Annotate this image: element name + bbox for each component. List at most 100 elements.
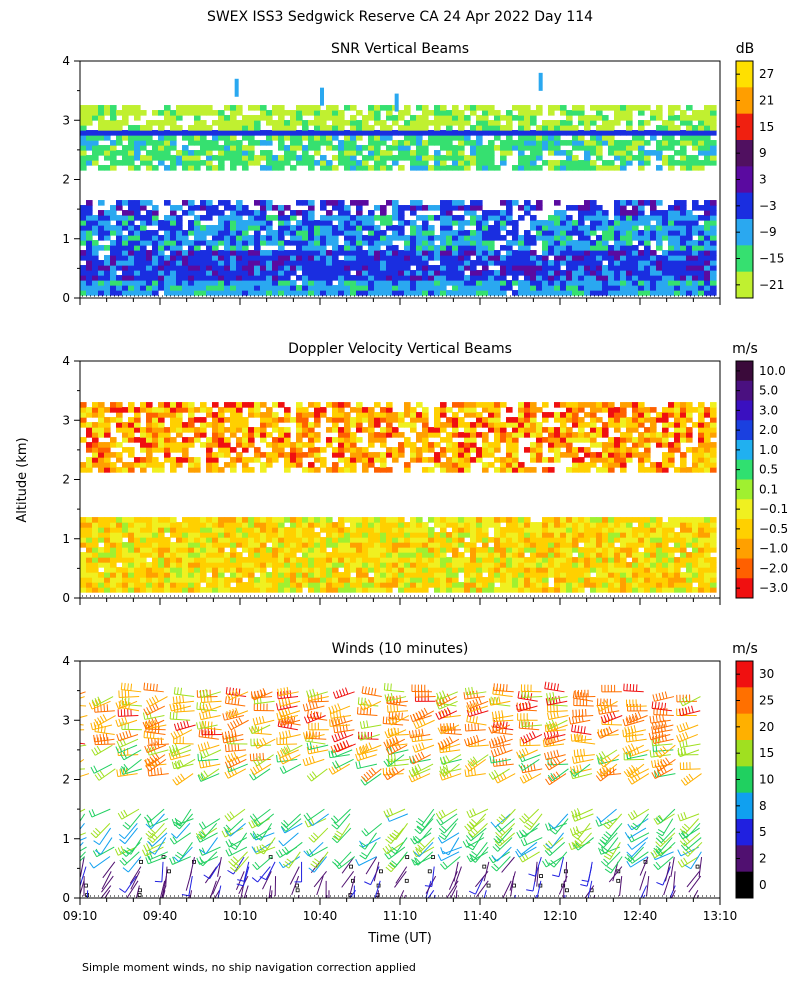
doppler-cell bbox=[230, 587, 237, 593]
doppler-cell bbox=[422, 577, 429, 583]
doppler-cell bbox=[110, 547, 117, 553]
snr-cell bbox=[698, 150, 705, 156]
doppler-cell bbox=[368, 567, 375, 573]
snr-cell bbox=[494, 275, 501, 281]
snr-cell bbox=[170, 285, 177, 291]
snr-cell bbox=[200, 110, 207, 116]
snr-cell bbox=[440, 285, 447, 291]
snr-cell bbox=[626, 240, 633, 246]
snr-cell bbox=[362, 240, 369, 246]
snr-cell bbox=[506, 130, 513, 136]
doppler-cell bbox=[536, 567, 543, 573]
snr-cell bbox=[482, 210, 489, 216]
doppler-cell bbox=[590, 547, 597, 553]
snr-cell bbox=[266, 205, 273, 211]
snr-cell bbox=[374, 150, 381, 156]
doppler-cell bbox=[296, 527, 303, 533]
snr-cell bbox=[272, 290, 279, 296]
snr-cell bbox=[104, 285, 111, 291]
snr-cell bbox=[422, 130, 429, 136]
snr-cell bbox=[602, 275, 609, 281]
snr-cell bbox=[254, 275, 261, 281]
snr-cell bbox=[662, 255, 669, 261]
doppler-cell bbox=[458, 422, 465, 428]
doppler-cell bbox=[452, 542, 459, 548]
snr-cell bbox=[206, 105, 213, 111]
snr-cell bbox=[320, 265, 327, 271]
snr-cell bbox=[452, 235, 459, 241]
snr-cell bbox=[590, 265, 597, 271]
snr-cell bbox=[146, 265, 153, 271]
snr-cell bbox=[248, 220, 255, 226]
doppler-cell bbox=[110, 582, 117, 588]
doppler-cell bbox=[476, 432, 483, 438]
doppler-cell bbox=[176, 557, 183, 563]
snr-cell bbox=[704, 280, 711, 286]
snr-cell bbox=[272, 165, 279, 171]
snr-cell bbox=[626, 105, 633, 111]
doppler-cell bbox=[170, 582, 177, 588]
snr-cell bbox=[536, 280, 543, 286]
snr-cell bbox=[542, 145, 549, 151]
snr-cell bbox=[200, 200, 207, 206]
snr-cell bbox=[698, 240, 705, 246]
snr-cell bbox=[272, 160, 279, 166]
snr-cell bbox=[680, 230, 687, 236]
doppler-cell bbox=[590, 527, 597, 533]
doppler-cell bbox=[476, 567, 483, 573]
snr-cell bbox=[122, 215, 129, 221]
snr-cell bbox=[98, 165, 105, 171]
snr-cell bbox=[302, 255, 309, 261]
snr-cell bbox=[182, 130, 189, 136]
snr-cell bbox=[584, 265, 591, 271]
doppler-cell bbox=[458, 567, 465, 573]
snr-cell bbox=[650, 260, 657, 266]
doppler-cell bbox=[176, 522, 183, 528]
snr-cell bbox=[128, 280, 135, 286]
snr-cell bbox=[200, 105, 207, 111]
snr-cell bbox=[128, 245, 135, 251]
snr-cell bbox=[572, 250, 579, 256]
snr-cell bbox=[692, 165, 699, 171]
doppler-cell bbox=[410, 427, 417, 433]
figure-title: SWEX ISS3 Sedgwick Reserve CA 24 Apr 202… bbox=[207, 9, 593, 25]
snr-cell bbox=[230, 115, 237, 121]
snr-cell bbox=[80, 140, 87, 146]
snr-cell bbox=[224, 140, 231, 146]
snr-cell bbox=[488, 165, 495, 171]
snr-cell bbox=[452, 205, 459, 211]
doppler-cell bbox=[98, 442, 105, 448]
doppler-cell bbox=[338, 587, 345, 593]
snr-cell bbox=[416, 120, 423, 126]
snr-cell bbox=[272, 110, 279, 116]
snr-cell bbox=[650, 275, 657, 281]
snr-cell bbox=[602, 250, 609, 256]
snr-cell bbox=[386, 135, 393, 141]
snr-cell bbox=[212, 285, 219, 291]
doppler-cell bbox=[464, 452, 471, 458]
snr-cell bbox=[440, 250, 447, 256]
doppler-cell bbox=[482, 562, 489, 568]
snr-cell bbox=[284, 280, 291, 286]
doppler-cell bbox=[578, 582, 585, 588]
snr-cell bbox=[230, 225, 237, 231]
doppler-cell bbox=[128, 532, 135, 538]
doppler-cell bbox=[494, 572, 501, 578]
snr-cell bbox=[104, 130, 111, 136]
doppler-cell bbox=[98, 582, 105, 588]
snr-cell bbox=[116, 265, 123, 271]
snr-cell bbox=[614, 120, 621, 126]
snr-cell bbox=[386, 215, 393, 221]
snr-cell bbox=[284, 130, 291, 136]
doppler-cell bbox=[476, 537, 483, 543]
snr-cell bbox=[518, 240, 525, 246]
doppler-cell bbox=[530, 522, 537, 528]
doppler-cell bbox=[524, 432, 531, 438]
snr-cell bbox=[674, 245, 681, 251]
snr-cell bbox=[596, 145, 603, 151]
doppler-cell bbox=[86, 562, 93, 568]
doppler-cell bbox=[368, 412, 375, 418]
doppler-cell bbox=[242, 432, 249, 438]
doppler-cell bbox=[404, 552, 411, 558]
doppler-cell bbox=[374, 457, 381, 463]
